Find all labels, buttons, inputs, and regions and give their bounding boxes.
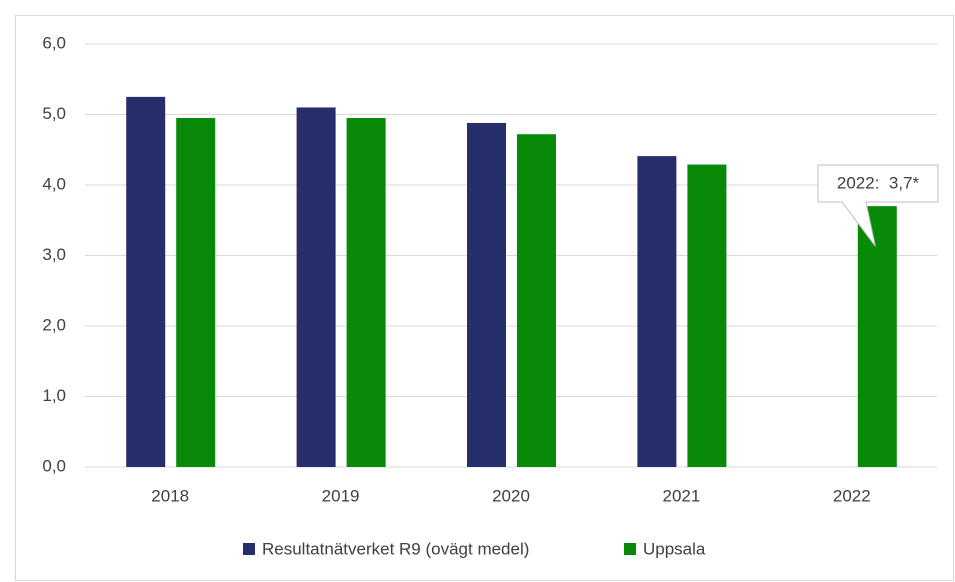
- legend-label: Uppsala: [643, 539, 706, 558]
- y-tick-label: 4,0: [42, 174, 66, 193]
- bar: [346, 118, 386, 468]
- bar: [517, 134, 556, 468]
- x-tick-label: 2020: [492, 486, 530, 505]
- bar: [687, 164, 727, 467]
- legend-label: Resultatnätverket R9 (ovägt medel): [262, 539, 529, 558]
- x-tick-label: 2021: [662, 486, 700, 505]
- y-tick-label: 2,0: [42, 315, 66, 334]
- y-tick-label: 0,0: [42, 456, 66, 475]
- bar: [857, 206, 897, 467]
- y-tick-label: 3,0: [42, 245, 66, 264]
- y-tick-label: 5,0: [42, 104, 66, 123]
- y-tick-label: 6,0: [42, 33, 66, 52]
- annotation: 2022: 3,7*: [837, 173, 920, 192]
- bar: [176, 118, 216, 468]
- bar: [126, 96, 166, 467]
- bar: [637, 156, 677, 467]
- legend-swatch: [624, 543, 636, 555]
- y-tick-label: 1,0: [42, 386, 66, 405]
- bar: [467, 122, 506, 468]
- callout-box: [817, 164, 939, 247]
- x-tick-label: 2018: [151, 486, 189, 505]
- bar: [296, 107, 336, 467]
- x-tick-label: 2022: [833, 486, 871, 505]
- x-tick-label: 2019: [322, 486, 360, 505]
- legend-swatch: [243, 543, 255, 555]
